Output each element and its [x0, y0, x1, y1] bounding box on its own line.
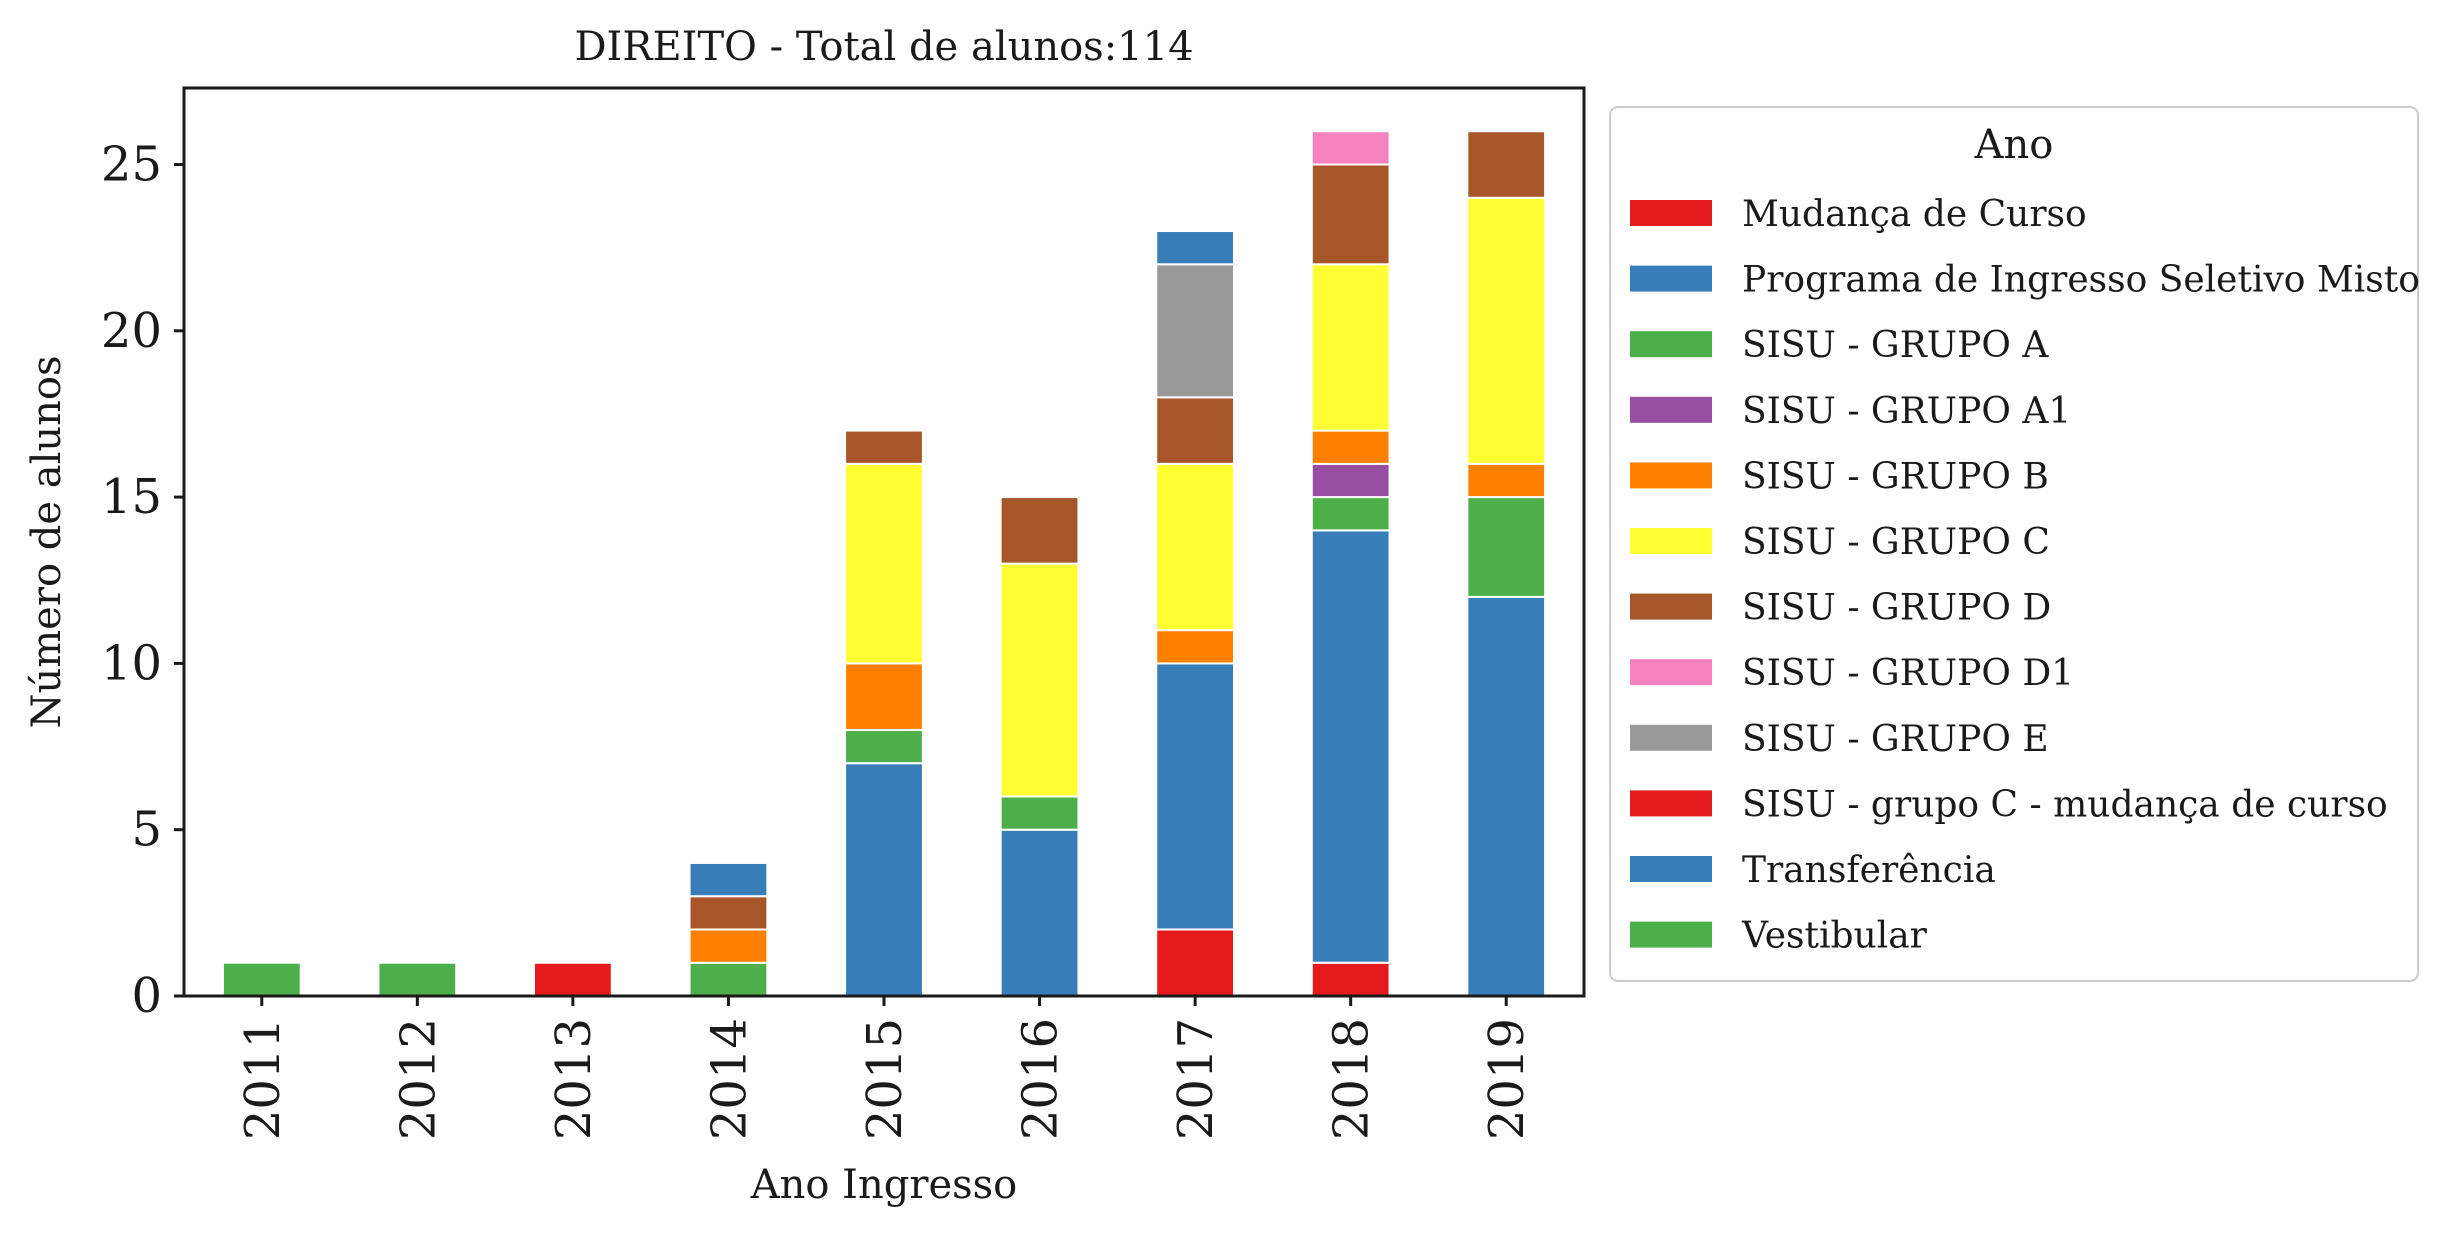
legend-swatch-2 — [1630, 265, 1712, 292]
bar-segment-2019-6 — [1466, 196, 1547, 465]
bar-segment-2015-3 — [844, 728, 924, 765]
legend-label-3: SISU - GRUPO A — [1742, 325, 2049, 366]
legend-label-1: Mudança de Curso — [1742, 194, 2087, 235]
legend-swatch-5 — [1630, 462, 1712, 489]
bar-segment-2019-5 — [1466, 462, 1547, 499]
bar-segment-2017-6 — [1155, 462, 1235, 632]
x-tick-label-2017: 2017 — [1168, 1018, 1224, 1140]
legend-title: Ano — [1974, 122, 2054, 168]
legend-swatch-10 — [1630, 790, 1712, 817]
x-tick-label-2011: 2011 — [235, 1018, 291, 1140]
bar-segment-2017-1 — [1155, 928, 1235, 998]
y-tick-label: 10 — [101, 635, 162, 691]
bar-segment-2014-11 — [688, 861, 769, 898]
legend-swatch-6 — [1630, 528, 1712, 554]
bar-segment-2019-3 — [1466, 496, 1547, 598]
y-axis-label: Número de alunos — [24, 355, 70, 728]
chart-title: DIREITO - Total de alunos:114 — [574, 24, 1193, 70]
bar-segment-2012-12 — [377, 961, 458, 998]
bars — [221, 130, 1547, 998]
y-tick-label: 25 — [101, 136, 162, 192]
legend-swatch-4 — [1630, 396, 1712, 423]
y-tick-label: 15 — [101, 469, 162, 525]
bar-segment-2019-2 — [1466, 595, 1547, 998]
legend-label-2: Programa de Ingresso Seletivo Misto — [1742, 260, 2420, 301]
bar-segment-2018-3 — [1310, 496, 1391, 532]
bar-segment-2018-5 — [1310, 429, 1391, 465]
bar-segment-2011-12 — [221, 961, 302, 998]
x-tick-label-2014: 2014 — [701, 1018, 757, 1140]
bar-segment-2014-5 — [688, 928, 769, 964]
bar-segment-2015-5 — [844, 662, 924, 731]
bar-segment-2018-2 — [1310, 529, 1391, 964]
y-axis: 0 5 10 15 20 25 — [101, 136, 184, 1024]
bar-segment-2018-1 — [1310, 961, 1391, 998]
legend-swatch-3 — [1630, 331, 1712, 358]
legend-items: Mudança de Curso Programa de Ingresso Sel… — [1630, 194, 2420, 957]
legend-swatch-9 — [1630, 724, 1712, 751]
legend-frame — [1609, 106, 2419, 982]
x-tick-label-2013: 2013 — [546, 1018, 602, 1140]
legend-label-12: Vestibular — [1741, 916, 1928, 957]
bar-segment-2015-7 — [844, 429, 924, 465]
legend-swatch-11 — [1630, 856, 1712, 882]
x-tick-label-2012: 2012 — [390, 1018, 446, 1140]
legend-label-5: SISU - GRUPO B — [1742, 456, 2049, 497]
bar-segment-2016-7 — [999, 496, 1080, 565]
x-axis: 2011 2012 2013 2014 2015 2016 2017 2018 2019 — [235, 996, 1535, 1140]
bar-segment-2018-4 — [1310, 462, 1391, 499]
bar-segment-2014-3 — [688, 961, 769, 998]
x-tick-label-2015: 2015 — [857, 1018, 913, 1140]
legend-swatch-8 — [1630, 659, 1712, 686]
legend-swatch-1 — [1630, 200, 1712, 226]
bar-segment-2016-6 — [999, 562, 1080, 798]
bar-segment-2019-7 — [1466, 130, 1547, 199]
x-axis-label: Ano Ingresso — [750, 1162, 1018, 1208]
bar-segment-2018-8 — [1310, 130, 1391, 166]
legend-label-7: SISU - GRUPO D — [1742, 588, 2051, 629]
plot-frame — [182, 86, 1586, 998]
y-tick-label: 0 — [131, 968, 162, 1024]
x-tick-label-2016: 2016 — [1013, 1018, 1069, 1140]
legend-label-11: Transferência — [1742, 850, 1996, 891]
legend-swatch-7 — [1630, 593, 1712, 620]
bar-segment-2016-2 — [999, 828, 1080, 998]
bar-segment-2017-2 — [1155, 662, 1235, 931]
legend-label-4: SISU - GRUPO A1 — [1742, 391, 2071, 432]
bar-segment-2017-11 — [1155, 230, 1235, 266]
bar-segment-2018-6 — [1310, 263, 1391, 432]
bar-segment-2018-7 — [1310, 163, 1391, 266]
legend-swatch-12 — [1630, 921, 1712, 948]
bar-segment-2017-7 — [1155, 396, 1235, 465]
y-tick-label: 5 — [131, 802, 162, 858]
legend-label-6: SISU - GRUPO C — [1742, 522, 2050, 563]
x-tick-label-2019: 2019 — [1479, 1018, 1535, 1140]
bar-segment-2014-7 — [688, 895, 769, 931]
bar-segment-2017-5 — [1155, 629, 1235, 665]
bar-segment-2016-3 — [999, 795, 1080, 831]
legend-label-9: SISU - GRUPO E — [1742, 719, 2049, 760]
y-tick-label: 20 — [101, 303, 162, 359]
legend-label-10: SISU - grupo C - mudança de curso — [1742, 784, 2388, 825]
legend: Ano Mudança de Curso Programa de Ingresso… — [1609, 106, 2420, 982]
bar-segment-2015-6 — [844, 462, 924, 665]
bar-segment-2015-2 — [844, 762, 924, 998]
legend-label-8: SISU - GRUPO D1 — [1742, 653, 2074, 694]
bar-segment-2017-9 — [1155, 263, 1235, 399]
x-tick-label-2018: 2018 — [1324, 1018, 1380, 1140]
bar-segment-2013-10 — [533, 961, 613, 998]
